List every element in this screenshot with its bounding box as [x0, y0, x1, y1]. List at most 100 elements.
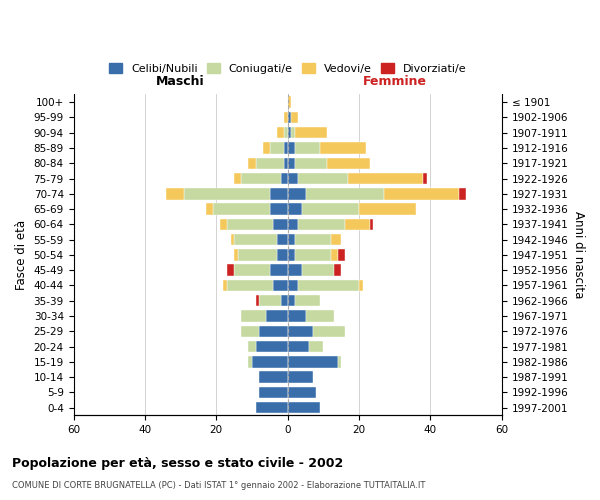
Bar: [331, 234, 341, 245]
Bar: [459, 188, 466, 200]
Bar: [277, 249, 287, 260]
Bar: [248, 158, 256, 169]
Bar: [274, 280, 287, 291]
Bar: [320, 142, 366, 154]
Bar: [230, 234, 234, 245]
Bar: [206, 204, 213, 215]
Bar: [256, 158, 284, 169]
Bar: [256, 341, 287, 352]
Bar: [259, 372, 287, 383]
Bar: [284, 142, 287, 154]
Bar: [291, 127, 295, 138]
Bar: [277, 127, 284, 138]
Bar: [284, 127, 287, 138]
Bar: [227, 280, 274, 291]
Bar: [234, 249, 238, 260]
Bar: [284, 112, 287, 123]
Bar: [424, 173, 427, 184]
Bar: [359, 280, 362, 291]
Bar: [241, 326, 259, 337]
Text: Maschi: Maschi: [156, 75, 205, 88]
Bar: [327, 158, 370, 169]
Bar: [220, 218, 227, 230]
Bar: [287, 173, 298, 184]
Bar: [291, 112, 298, 123]
Bar: [287, 295, 295, 306]
Bar: [302, 204, 359, 215]
Bar: [270, 264, 287, 276]
Bar: [223, 280, 227, 291]
Bar: [256, 295, 259, 306]
Bar: [295, 234, 331, 245]
Bar: [313, 326, 345, 337]
Bar: [259, 326, 287, 337]
Bar: [295, 158, 327, 169]
Bar: [270, 188, 287, 200]
Bar: [295, 127, 327, 138]
Bar: [252, 356, 287, 368]
Bar: [334, 264, 341, 276]
Bar: [277, 234, 287, 245]
Bar: [270, 142, 284, 154]
Bar: [281, 295, 287, 306]
Bar: [298, 280, 359, 291]
Text: COMUNE DI CORTE BRUGNATELLA (PC) - Dati ISTAT 1° gennaio 2002 - Elaborazione TUT: COMUNE DI CORTE BRUGNATELLA (PC) - Dati …: [12, 481, 425, 490]
Bar: [213, 204, 270, 215]
Bar: [305, 188, 384, 200]
Legend: Celibi/Nubili, Coniugati/e, Vedovi/e, Divorziati/e: Celibi/Nubili, Coniugati/e, Vedovi/e, Di…: [104, 58, 471, 78]
Bar: [338, 356, 341, 368]
Bar: [234, 173, 241, 184]
Bar: [281, 173, 287, 184]
Text: Popolazione per età, sesso e stato civile - 2002: Popolazione per età, sesso e stato civil…: [12, 458, 343, 470]
Bar: [256, 402, 287, 413]
Bar: [287, 142, 295, 154]
Bar: [287, 127, 291, 138]
Bar: [227, 218, 274, 230]
Bar: [248, 341, 256, 352]
Bar: [384, 188, 459, 200]
Bar: [287, 386, 316, 398]
Bar: [287, 112, 291, 123]
Bar: [287, 341, 309, 352]
Bar: [302, 264, 334, 276]
Bar: [263, 142, 270, 154]
Bar: [287, 188, 305, 200]
Bar: [259, 386, 287, 398]
Bar: [287, 96, 291, 108]
Bar: [287, 204, 302, 215]
Bar: [287, 218, 298, 230]
Y-axis label: Anni di nascita: Anni di nascita: [572, 211, 585, 298]
Bar: [298, 218, 345, 230]
Bar: [345, 218, 370, 230]
Text: Femmine: Femmine: [363, 75, 427, 88]
Bar: [370, 218, 373, 230]
Bar: [287, 372, 313, 383]
Bar: [295, 295, 320, 306]
Bar: [287, 310, 305, 322]
Bar: [287, 356, 338, 368]
Bar: [305, 310, 334, 322]
Bar: [166, 188, 184, 200]
Bar: [287, 249, 295, 260]
Bar: [287, 158, 295, 169]
Bar: [270, 204, 287, 215]
Bar: [227, 264, 234, 276]
Bar: [184, 188, 270, 200]
Bar: [287, 234, 295, 245]
Bar: [234, 264, 270, 276]
Bar: [248, 356, 252, 368]
Bar: [309, 341, 323, 352]
Bar: [287, 280, 298, 291]
Bar: [241, 173, 281, 184]
Bar: [287, 402, 320, 413]
Bar: [295, 249, 331, 260]
Bar: [259, 295, 281, 306]
Bar: [238, 249, 277, 260]
Bar: [284, 158, 287, 169]
Bar: [266, 310, 287, 322]
Bar: [295, 142, 320, 154]
Bar: [241, 310, 266, 322]
Bar: [274, 218, 287, 230]
Bar: [359, 204, 416, 215]
Bar: [298, 173, 349, 184]
